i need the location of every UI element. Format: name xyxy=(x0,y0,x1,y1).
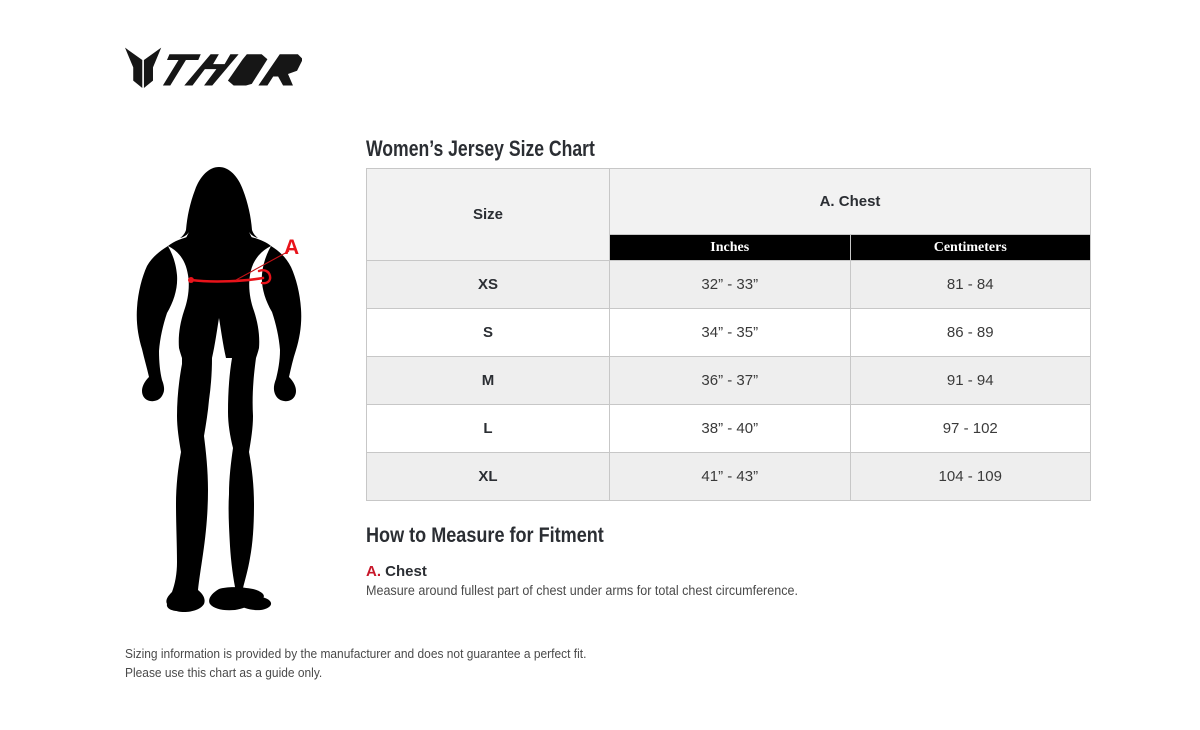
svg-text:A: A xyxy=(284,236,299,259)
